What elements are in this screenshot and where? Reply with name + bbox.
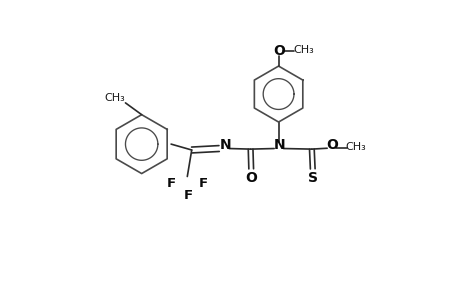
- Text: O: O: [245, 171, 257, 185]
- Text: F: F: [198, 177, 207, 190]
- Text: CH₃: CH₃: [345, 142, 366, 152]
- Text: N: N: [219, 138, 231, 152]
- Text: S: S: [307, 171, 317, 185]
- Text: O: O: [273, 44, 285, 58]
- Text: N: N: [274, 138, 285, 152]
- Text: F: F: [166, 177, 175, 190]
- Text: CH₃: CH₃: [292, 45, 313, 55]
- Text: O: O: [326, 138, 338, 152]
- Text: CH₃: CH₃: [104, 94, 124, 103]
- Text: F: F: [183, 189, 192, 202]
